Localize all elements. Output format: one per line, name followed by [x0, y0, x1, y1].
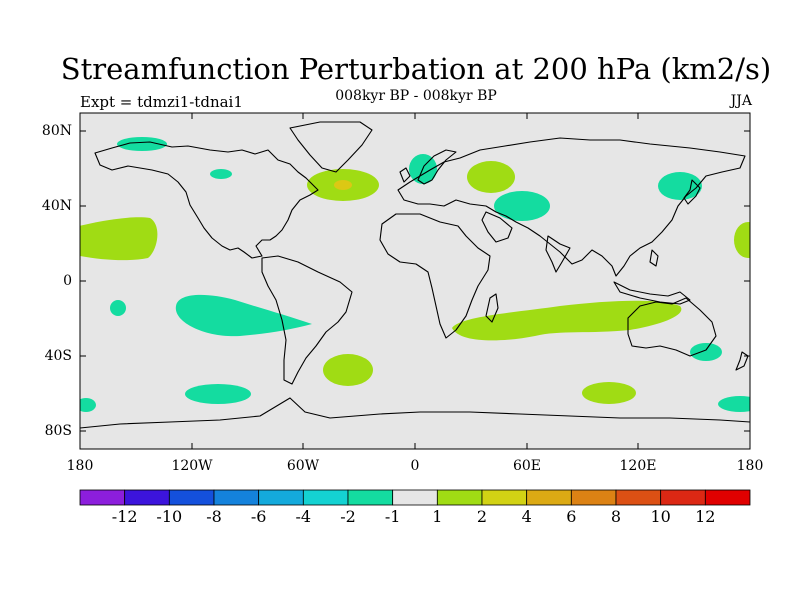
lat-tick-label: 40S — [44, 348, 72, 364]
lon-tick-label: 60E — [512, 458, 542, 474]
coastline-new-zealand — [735, 351, 749, 371]
anomaly-region — [690, 343, 722, 361]
lat-tick-label: 40N — [41, 198, 72, 214]
colorbar-label: -8 — [206, 507, 222, 526]
colorbar-label: 4 — [521, 507, 532, 526]
anomaly-region — [175, 294, 312, 337]
colorbar-label: -4 — [295, 507, 312, 526]
colorbar-swatch — [168, 489, 215, 506]
anomaly-region — [80, 217, 158, 261]
axis-ticks — [80, 113, 750, 449]
lon-tick-label: 0 — [410, 458, 420, 474]
coastline-north-america — [94, 141, 319, 259]
anomaly-layer — [80, 137, 750, 412]
colorbar-label: 8 — [610, 507, 622, 526]
colorbar-swatch — [660, 489, 706, 506]
season-label: JJA — [730, 93, 752, 109]
coastline-africa — [379, 213, 491, 339]
colorbar-label: 10 — [650, 507, 671, 526]
anomaly-region — [185, 384, 251, 404]
coastline-british-isles — [399, 167, 411, 183]
colorbar-swatch — [347, 489, 394, 506]
colorbar-label: -10 — [156, 507, 183, 526]
experiment-label: Expt = tdmzi1-tdnai1 — [80, 93, 243, 111]
coastline-arabia — [481, 211, 513, 243]
colorbar-swatch — [302, 489, 349, 506]
anomaly-region — [323, 354, 373, 386]
anomaly-region — [117, 137, 167, 151]
colorbar-swatch — [436, 489, 483, 506]
coastline-eurasia — [397, 137, 746, 277]
lon-tick-label: 180 — [736, 458, 764, 474]
coastline-scandinavia — [417, 149, 457, 185]
lon-tick-label: 120W — [171, 458, 213, 474]
colorbar-swatch — [526, 489, 572, 506]
chart-title: Streamfunction Perturbation at 200 hPa (… — [60, 52, 772, 86]
anomaly-region — [210, 169, 232, 179]
colorbar-swatch — [615, 489, 662, 506]
lon-tick-label: 180 — [66, 458, 94, 474]
colorbar-swatch — [213, 489, 260, 506]
coastline-antarctica — [80, 397, 750, 429]
anomaly-region — [582, 382, 636, 404]
coastlines — [80, 121, 750, 429]
anomaly-region — [80, 398, 96, 412]
colorbar-swatch — [79, 489, 126, 506]
colorbar-label: -2 — [340, 507, 356, 526]
anomaly-core — [334, 180, 352, 190]
anomaly-region — [734, 222, 750, 258]
anomaly-region — [110, 300, 126, 316]
colorbar-label: 2 — [476, 507, 488, 526]
colorbar-label: 1 — [432, 507, 443, 526]
lat-tick-label: 0 — [63, 273, 72, 289]
anomaly-region — [718, 396, 750, 412]
lon-tick-label: 60W — [286, 458, 320, 474]
coastline-japan — [683, 179, 701, 205]
colorbar-label: 12 — [695, 507, 716, 526]
anomaly-region — [494, 191, 550, 221]
chart-subtitle: 008kyr BP - 008kyr BP — [335, 88, 497, 104]
colorbar-swatch — [258, 489, 304, 506]
coastline-philippines — [649, 249, 659, 267]
lon-tick-label: 120E — [619, 458, 657, 474]
colorbar-swatch — [392, 489, 438, 506]
coastline-australia — [627, 297, 717, 357]
coastline-india — [545, 235, 571, 273]
colorbar-label: -6 — [250, 507, 267, 526]
colorbar-swatch — [570, 489, 617, 506]
colorbar-swatch — [481, 489, 528, 506]
colorbar-label: -1 — [384, 507, 401, 526]
coastline-south-america — [261, 255, 353, 385]
lat-tick-label: 80N — [41, 123, 72, 139]
colorbar-label: -12 — [111, 507, 138, 526]
colorbar-label: 6 — [566, 507, 577, 526]
anomaly-region — [452, 300, 682, 341]
lat-tick-label: 80S — [44, 423, 72, 439]
anomaly-region — [467, 161, 515, 193]
coastline-madagascar — [485, 293, 499, 323]
coastline-indonesia — [613, 281, 691, 305]
coastline-greenland — [289, 121, 373, 173]
colorbar — [79, 489, 751, 506]
colorbar-swatch — [704, 489, 751, 506]
colorbar-swatch — [124, 489, 170, 506]
anomaly-region — [658, 172, 702, 200]
